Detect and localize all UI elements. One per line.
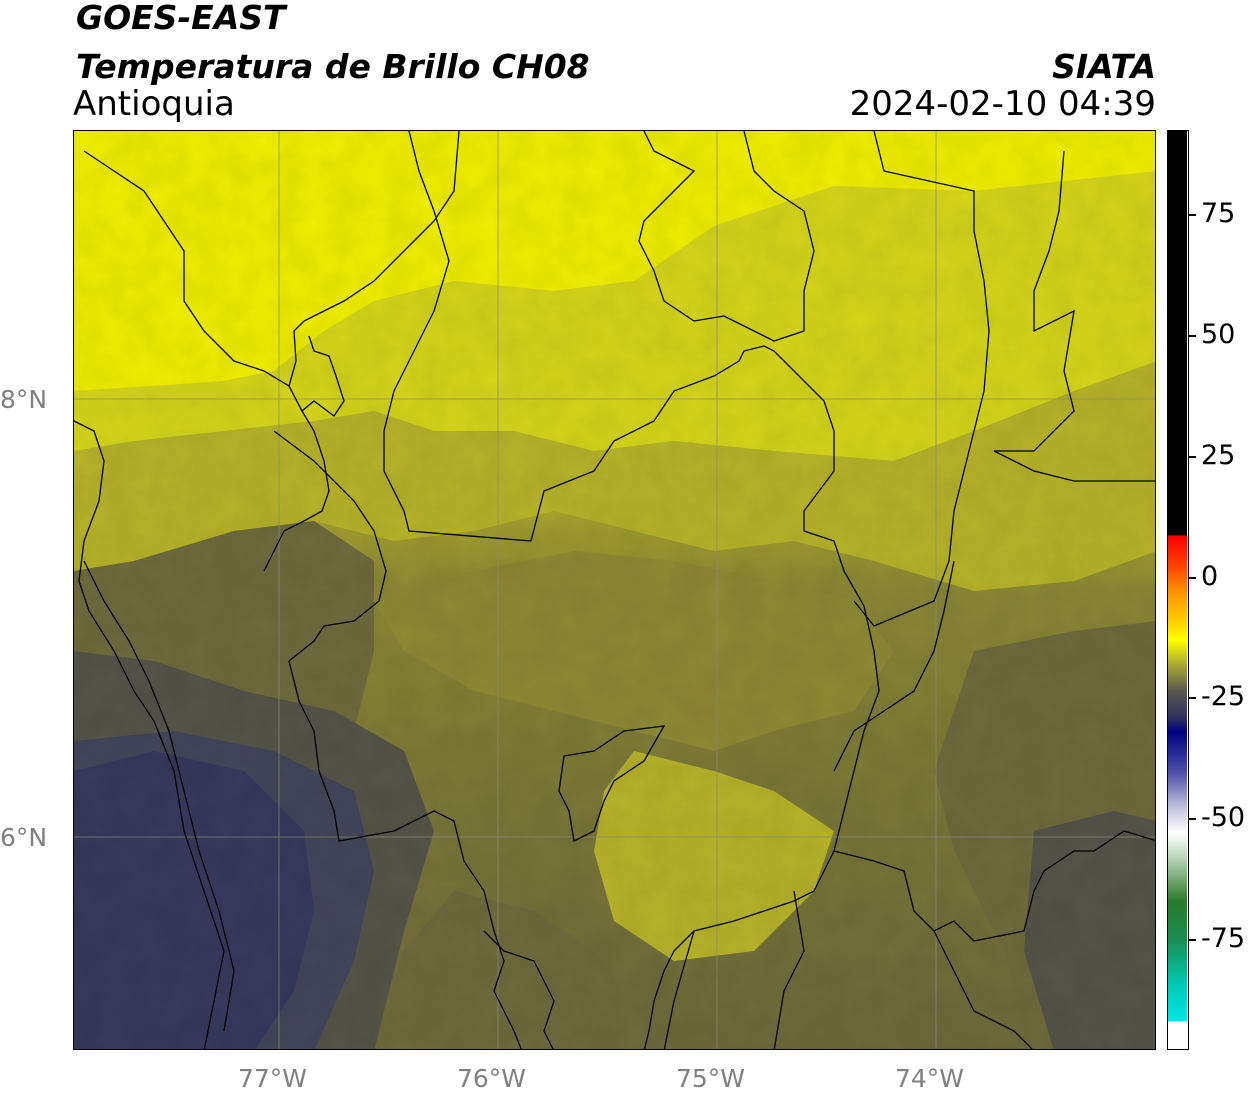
colorbar-fill bbox=[1168, 131, 1187, 1048]
border-antioquia-north bbox=[383, 131, 532, 542]
timestamp: 2024-02-10 04:39 bbox=[849, 84, 1156, 124]
border-bolivar bbox=[853, 131, 990, 627]
lon-label-75w: 75°W bbox=[676, 1064, 746, 1093]
lon-label-77w: 77°W bbox=[238, 1064, 308, 1093]
border-choco-south bbox=[483, 930, 555, 1049]
product-title: Temperatura de Brillo CH08 bbox=[76, 47, 590, 86]
colorbar-label-25: 25 bbox=[1201, 440, 1236, 471]
coastline-gulf-inner bbox=[301, 335, 345, 417]
border-aburra-valley bbox=[558, 725, 666, 842]
gridlines bbox=[74, 131, 1155, 1049]
coastline-pacific-inner bbox=[83, 560, 235, 1032]
map-canvas bbox=[74, 131, 1155, 1049]
border-antioquia-west bbox=[273, 430, 522, 1049]
border-southeast bbox=[833, 830, 1155, 942]
organization-title: SIATA bbox=[1052, 47, 1156, 86]
colorbar-label-neg25: -25 bbox=[1201, 681, 1246, 712]
colorbar bbox=[1167, 130, 1189, 1050]
lon-label-74w: 74°W bbox=[895, 1064, 965, 1093]
region-title: Antioquia bbox=[73, 84, 235, 124]
colorbar-label-0: 0 bbox=[1201, 561, 1219, 592]
texture-overlay bbox=[74, 131, 1155, 1049]
lat-label-6n: 6°N bbox=[0, 823, 48, 852]
border-cordoba-sucre bbox=[638, 131, 815, 342]
border-santander bbox=[833, 560, 955, 772]
lon-label-76w: 76°W bbox=[457, 1064, 527, 1093]
brightness-temperature-map bbox=[73, 130, 1156, 1050]
colorbar-label-neg75: -75 bbox=[1201, 923, 1246, 954]
border-antioquia-north-east bbox=[530, 345, 880, 1049]
colorbar-tick-75 bbox=[1189, 214, 1196, 216]
colorbar-tick-0 bbox=[1189, 577, 1196, 579]
border-south-3 bbox=[933, 930, 1033, 1049]
colorbar-tick-50 bbox=[1189, 335, 1196, 337]
coastline-gulf bbox=[288, 131, 460, 387]
border-east bbox=[993, 150, 1155, 482]
boundaries bbox=[74, 131, 1155, 1049]
colorbar-label-75: 75 bbox=[1201, 198, 1236, 229]
satellite-title: GOES-EAST bbox=[76, 0, 286, 37]
border-south bbox=[773, 890, 805, 1049]
colorbar-tick-neg75 bbox=[1189, 939, 1196, 941]
coastline-pacific bbox=[74, 420, 225, 1049]
colorbar-label-neg50: -50 bbox=[1201, 802, 1246, 833]
colorbar-tick-neg50 bbox=[1189, 818, 1196, 820]
border-south-2 bbox=[663, 930, 695, 1049]
lat-label-8n: 8°N bbox=[0, 385, 48, 414]
colorbar-label-50: 50 bbox=[1201, 319, 1236, 350]
colorbar-gradient bbox=[1168, 131, 1187, 1048]
colorbar-tick-neg25 bbox=[1189, 697, 1196, 699]
colorbar-tick-25 bbox=[1189, 456, 1196, 458]
